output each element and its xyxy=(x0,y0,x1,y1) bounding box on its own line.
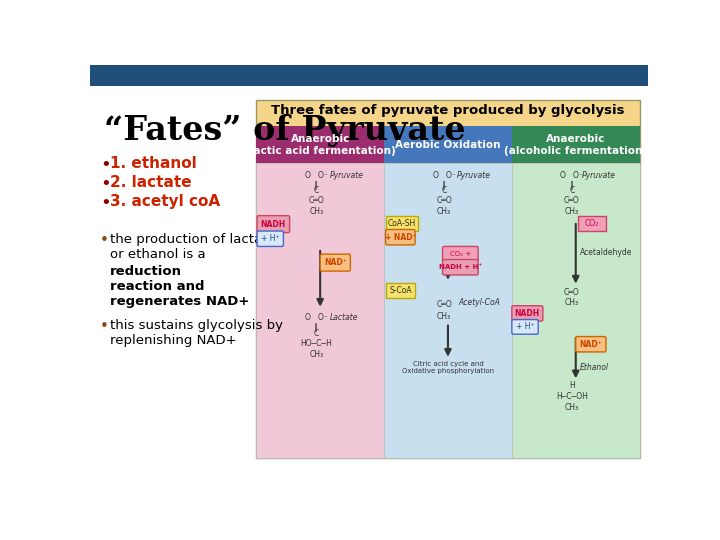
Text: •: • xyxy=(100,175,111,193)
Bar xyxy=(256,126,384,163)
Text: HO─C─H: HO─C─H xyxy=(300,339,332,348)
Text: Three fates of pyruvate produced by glycolysis: Three fates of pyruvate produced by glyc… xyxy=(271,104,625,117)
Text: Anaerobic
(lactic acid fermentation): Anaerobic (lactic acid fermentation) xyxy=(245,134,395,156)
Text: 1. ethanol: 1. ethanol xyxy=(110,156,197,171)
Text: H─C─OH: H─C─OH xyxy=(556,392,588,401)
Text: O   O⁻: O O⁻ xyxy=(433,171,456,180)
FancyBboxPatch shape xyxy=(443,246,478,262)
Text: C═O: C═O xyxy=(564,288,580,297)
FancyBboxPatch shape xyxy=(512,320,538,334)
Text: CH₃: CH₃ xyxy=(309,207,323,216)
Text: C═O: C═O xyxy=(436,300,452,308)
Text: Anaerobic
(alcoholic fermentation): Anaerobic (alcoholic fermentation) xyxy=(504,134,647,156)
Bar xyxy=(512,126,639,163)
Text: NAD⁺: NAD⁺ xyxy=(580,340,602,349)
Text: CH₃: CH₃ xyxy=(437,207,451,216)
Text: O   O⁻: O O⁻ xyxy=(560,171,583,180)
Text: •: • xyxy=(100,156,111,174)
Text: NADH: NADH xyxy=(515,309,540,318)
Bar xyxy=(384,126,512,163)
Bar xyxy=(90,65,648,86)
Text: + H⁺: + H⁺ xyxy=(516,322,534,332)
Text: CO₂ +: CO₂ + xyxy=(450,251,471,257)
Text: 3. acetyl coA: 3. acetyl coA xyxy=(110,194,220,209)
Text: Aerobic Oxidation: Aerobic Oxidation xyxy=(395,140,500,150)
FancyBboxPatch shape xyxy=(386,282,415,298)
Text: Ethanol: Ethanol xyxy=(580,363,608,373)
Bar xyxy=(384,163,512,458)
Text: •: • xyxy=(100,194,111,212)
Text: ‖: ‖ xyxy=(315,323,318,333)
Text: CH₃: CH₃ xyxy=(437,312,451,321)
Text: C: C xyxy=(314,329,319,338)
FancyBboxPatch shape xyxy=(386,230,415,245)
Text: the production of lactate
or ethanol is a: the production of lactate or ethanol is … xyxy=(110,233,276,261)
Text: NADH + H⁺: NADH + H⁺ xyxy=(438,264,482,270)
Text: + H⁺: + H⁺ xyxy=(261,234,279,243)
Text: Pyruvate: Pyruvate xyxy=(330,171,364,180)
Bar xyxy=(512,163,639,458)
Text: S-CoA: S-CoA xyxy=(389,286,412,295)
Text: + NAD⁺: + NAD⁺ xyxy=(384,233,416,242)
Text: “Fates” of Pyruvate: “Fates” of Pyruvate xyxy=(104,114,466,147)
Text: •: • xyxy=(100,233,109,248)
Text: C═O: C═O xyxy=(436,197,452,205)
Text: O   O⁻: O O⁻ xyxy=(305,171,328,180)
Text: this sustains glycolysis by
replenishing NAD+: this sustains glycolysis by replenishing… xyxy=(110,319,283,347)
Text: CH₃: CH₃ xyxy=(564,403,579,412)
Text: reduction
reaction and
regenerates NAD+: reduction reaction and regenerates NAD+ xyxy=(110,265,250,308)
Bar xyxy=(256,100,639,458)
Text: Citric acid cycle and
Oxidative phosphorylation: Citric acid cycle and Oxidative phosphor… xyxy=(402,361,494,374)
Text: C: C xyxy=(441,186,446,195)
FancyBboxPatch shape xyxy=(443,260,478,275)
Text: C: C xyxy=(314,186,319,195)
Text: ‖: ‖ xyxy=(442,181,446,190)
Text: Pyruvate: Pyruvate xyxy=(457,171,491,180)
FancyBboxPatch shape xyxy=(386,215,418,231)
FancyBboxPatch shape xyxy=(576,336,606,352)
Text: CH₃: CH₃ xyxy=(564,207,579,216)
Text: NAD⁺: NAD⁺ xyxy=(324,259,346,267)
Text: CoA-SH: CoA-SH xyxy=(388,219,416,228)
Text: C═O: C═O xyxy=(564,197,580,205)
Text: •: • xyxy=(100,319,109,334)
Text: CO₂: CO₂ xyxy=(585,219,599,228)
FancyBboxPatch shape xyxy=(578,215,606,231)
Text: C: C xyxy=(570,186,575,195)
Text: CH₃: CH₃ xyxy=(309,349,323,359)
Bar xyxy=(256,163,384,458)
Text: Acetaldehyde: Acetaldehyde xyxy=(580,248,632,257)
FancyBboxPatch shape xyxy=(257,231,284,246)
Text: C═O: C═O xyxy=(308,197,324,205)
Text: H: H xyxy=(569,381,575,390)
Text: ‖: ‖ xyxy=(570,181,574,190)
Text: 2. lactate: 2. lactate xyxy=(110,175,192,190)
Text: ‖: ‖ xyxy=(315,181,318,190)
Text: O   O⁻: O O⁻ xyxy=(305,313,328,322)
Text: CH₃: CH₃ xyxy=(564,298,579,307)
Text: Acetyl-CoA: Acetyl-CoA xyxy=(459,298,500,307)
FancyBboxPatch shape xyxy=(320,254,351,271)
Text: Lactate: Lactate xyxy=(330,313,358,322)
FancyBboxPatch shape xyxy=(512,306,543,321)
Text: Pyruvate: Pyruvate xyxy=(582,171,616,180)
Text: NADH: NADH xyxy=(261,220,286,229)
FancyBboxPatch shape xyxy=(257,215,289,233)
